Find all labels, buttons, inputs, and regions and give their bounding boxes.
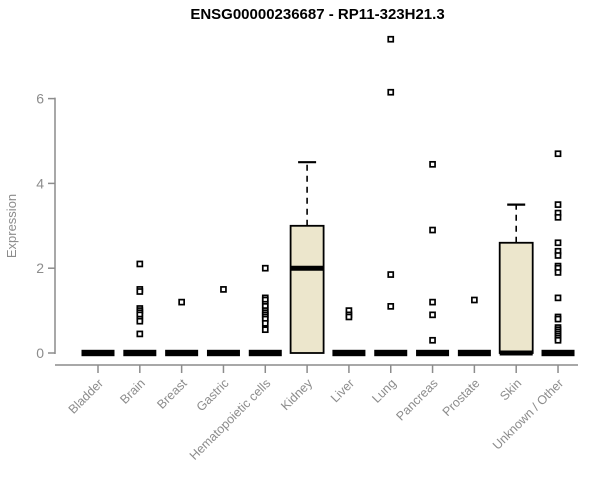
x-tick-label-skin: Skin [497,376,524,403]
outlier-point [429,311,436,319]
outlier-point [554,239,562,247]
outlier-point [554,315,562,323]
boxplot-liver [332,307,366,357]
x-tick-label-bladder: Bladder [66,376,106,416]
outlier-point [429,336,436,344]
outlier-point [429,226,436,234]
outlier-point [261,264,269,272]
x-tick-label-liver: Liver [328,376,357,405]
outlier-point [387,303,395,310]
outlier-point [554,252,562,259]
outlier-point [261,319,269,327]
x-tick-label-brain: Brain [117,376,148,407]
outlier-point [554,269,562,276]
boxplot-brain [123,260,157,357]
chart-title: ENSG00000236687 - RP11-323H21.3 [190,6,445,23]
y-tick-label: 0 [36,345,44,361]
y-tick-label: 4 [36,175,44,191]
x-tick-label-prostate: Prostate [440,376,483,419]
outlier-point [554,150,562,158]
outlier-point [387,271,395,278]
outlier-point [429,160,436,168]
outlier-point [471,296,478,304]
boxplot-bladder [81,349,115,357]
outlier-point [136,317,144,325]
outlier-point [387,88,395,96]
outlier-point [554,201,562,208]
boxplot-hematopoietic-cells [248,264,282,357]
boxplot-gastric [206,286,240,357]
boxplot-prostate [457,296,491,357]
x-tick-label-gastric: Gastric [194,376,232,414]
outlier-point [136,330,144,338]
outlier-point [554,294,562,302]
x-tick-label-hematopoietic-cells: Hematopoietic cells [187,376,274,463]
boxplot-unknown-other [541,150,575,357]
boxplot-kidney [289,161,325,354]
y-tick-label: 6 [36,91,44,107]
outlier-point [387,35,395,43]
outlier-point [136,288,144,295]
outlier-point [136,260,144,268]
x-tick-label-breast: Breast [154,376,190,412]
boxplot-pancreas [416,160,450,357]
outlier-point [554,336,562,344]
outlier-point [220,286,227,293]
x-tick-label-kidney: Kidney [278,376,315,413]
outlier-point [178,298,185,306]
boxplot-lung [374,35,408,357]
outlier-point [554,213,562,221]
outlier-point [429,298,436,306]
x-tick-label-lung: Lung [369,376,399,406]
x-tick-label-pancreas: Pancreas [393,376,440,423]
outlier-point [261,326,269,334]
y-tick-label: 2 [36,260,44,276]
y-axis: 0 2 4 6 [36,91,56,361]
boxplot-breast [165,298,199,357]
outlier-point [345,313,353,321]
x-tick-label-unknown-other: Unknown / Other [490,376,566,452]
boxplot-skin [498,203,534,356]
